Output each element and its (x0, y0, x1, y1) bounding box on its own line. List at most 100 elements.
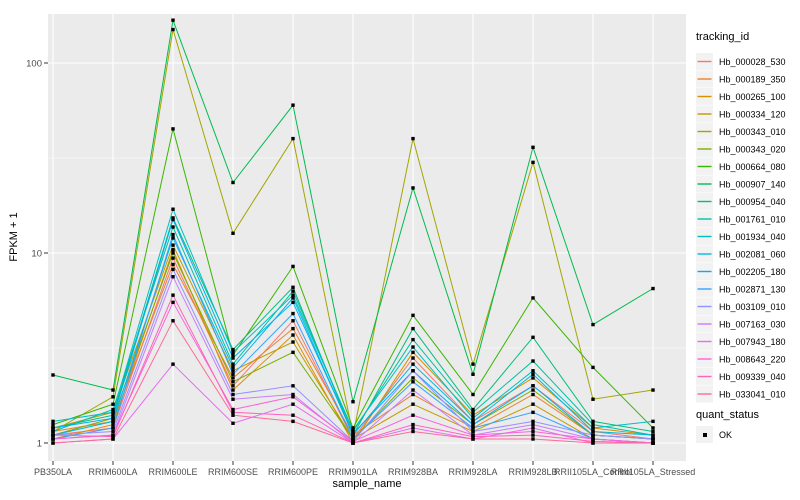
data-point (531, 429, 535, 434)
data-point (531, 426, 535, 430)
data-point (111, 434, 115, 439)
data-point (291, 136, 295, 141)
x-axis-title: sample_name (332, 478, 402, 490)
data-point (471, 392, 475, 397)
data-point (171, 275, 175, 279)
data-point (411, 429, 415, 434)
data-point (171, 207, 175, 211)
data-point (51, 373, 55, 377)
x-tick-label: RRIM600LE (148, 467, 197, 477)
data-point (411, 413, 415, 417)
data-point (291, 103, 295, 107)
legend-label-ok: OK (719, 430, 733, 440)
x-tick-label: RRIM600LA (88, 467, 137, 477)
y-tick-label: 10 (31, 249, 42, 260)
data-point (111, 416, 115, 420)
data-point (291, 413, 295, 417)
data-point (291, 340, 295, 344)
data-point (291, 392, 295, 397)
data-point (291, 319, 295, 323)
data-point (111, 419, 115, 424)
data-point (231, 384, 235, 388)
legend-title-quant-status: quant_status (696, 409, 759, 421)
x-tick-label: RRIM928BA (388, 467, 438, 477)
data-point (111, 407, 115, 412)
data-point (531, 410, 535, 415)
legend-item-label: Hb_002871_130 (719, 285, 786, 295)
data-point (291, 285, 295, 289)
data-point (591, 419, 595, 424)
data-point (51, 441, 55, 445)
data-point (171, 243, 175, 247)
legend-item-label: Hb_000664_080 (719, 162, 786, 172)
data-point (651, 388, 655, 392)
data-point (231, 397, 235, 401)
data-point (291, 384, 295, 388)
data-point (471, 416, 475, 420)
data-point (351, 428, 355, 432)
data-point (591, 397, 595, 401)
data-point (591, 437, 595, 441)
legend-item-label: Hb_007163_030 (719, 320, 786, 330)
data-point (171, 236, 175, 240)
legend-item-label: Hb_033041_010 (719, 390, 786, 400)
data-point (351, 431, 355, 436)
data-point (411, 402, 415, 406)
legend-item-label: Hb_000265_100 (719, 92, 786, 102)
data-point (591, 433, 595, 437)
data-point (171, 267, 175, 272)
data-point (111, 422, 115, 427)
data-point (291, 350, 295, 355)
data-point (171, 293, 175, 297)
data-point (231, 362, 235, 366)
x-tick-label: RRIM928LB (508, 467, 557, 477)
data-point (591, 322, 595, 327)
data-point (411, 186, 415, 190)
data-point (231, 372, 235, 376)
data-point (231, 413, 235, 417)
data-point (471, 407, 475, 412)
x-tick-label: RRII105LA_Control (554, 467, 632, 477)
data-point (531, 402, 535, 406)
data-point (171, 18, 175, 22)
data-point (651, 419, 655, 424)
data-point (531, 369, 535, 373)
y-tick-label: 100 (26, 59, 42, 70)
legend-item-label: Hb_003109_010 (719, 302, 786, 312)
data-point (291, 326, 295, 331)
data-point (171, 232, 175, 237)
data-point (171, 127, 175, 131)
data-point (291, 293, 295, 297)
data-point (231, 407, 235, 412)
data-point (411, 369, 415, 373)
data-point (411, 337, 415, 342)
data-point (411, 326, 415, 331)
data-point (51, 429, 55, 434)
data-point (471, 437, 475, 441)
data-point (231, 231, 235, 235)
data-point (471, 429, 475, 434)
data-point (231, 392, 235, 397)
data-point (471, 372, 475, 376)
data-point (171, 225, 175, 229)
data-point (351, 426, 355, 430)
data-point (51, 437, 55, 441)
data-point (411, 313, 415, 318)
data-point (651, 437, 655, 441)
data-point (231, 410, 235, 415)
data-point (411, 350, 415, 355)
data-point (411, 426, 415, 430)
data-point (171, 217, 175, 222)
legend-item-label: Hb_009339_040 (719, 372, 786, 382)
data-point (531, 359, 535, 363)
x-tick-label: PB350LA (34, 467, 72, 477)
data-point (291, 419, 295, 424)
data-point (411, 345, 415, 349)
data-point (51, 419, 55, 424)
legend-item-label: Hb_000907_140 (719, 180, 786, 190)
data-point (171, 248, 175, 252)
data-point (171, 251, 175, 255)
data-point (231, 347, 235, 352)
data-point (231, 421, 235, 425)
data-point (231, 369, 235, 373)
